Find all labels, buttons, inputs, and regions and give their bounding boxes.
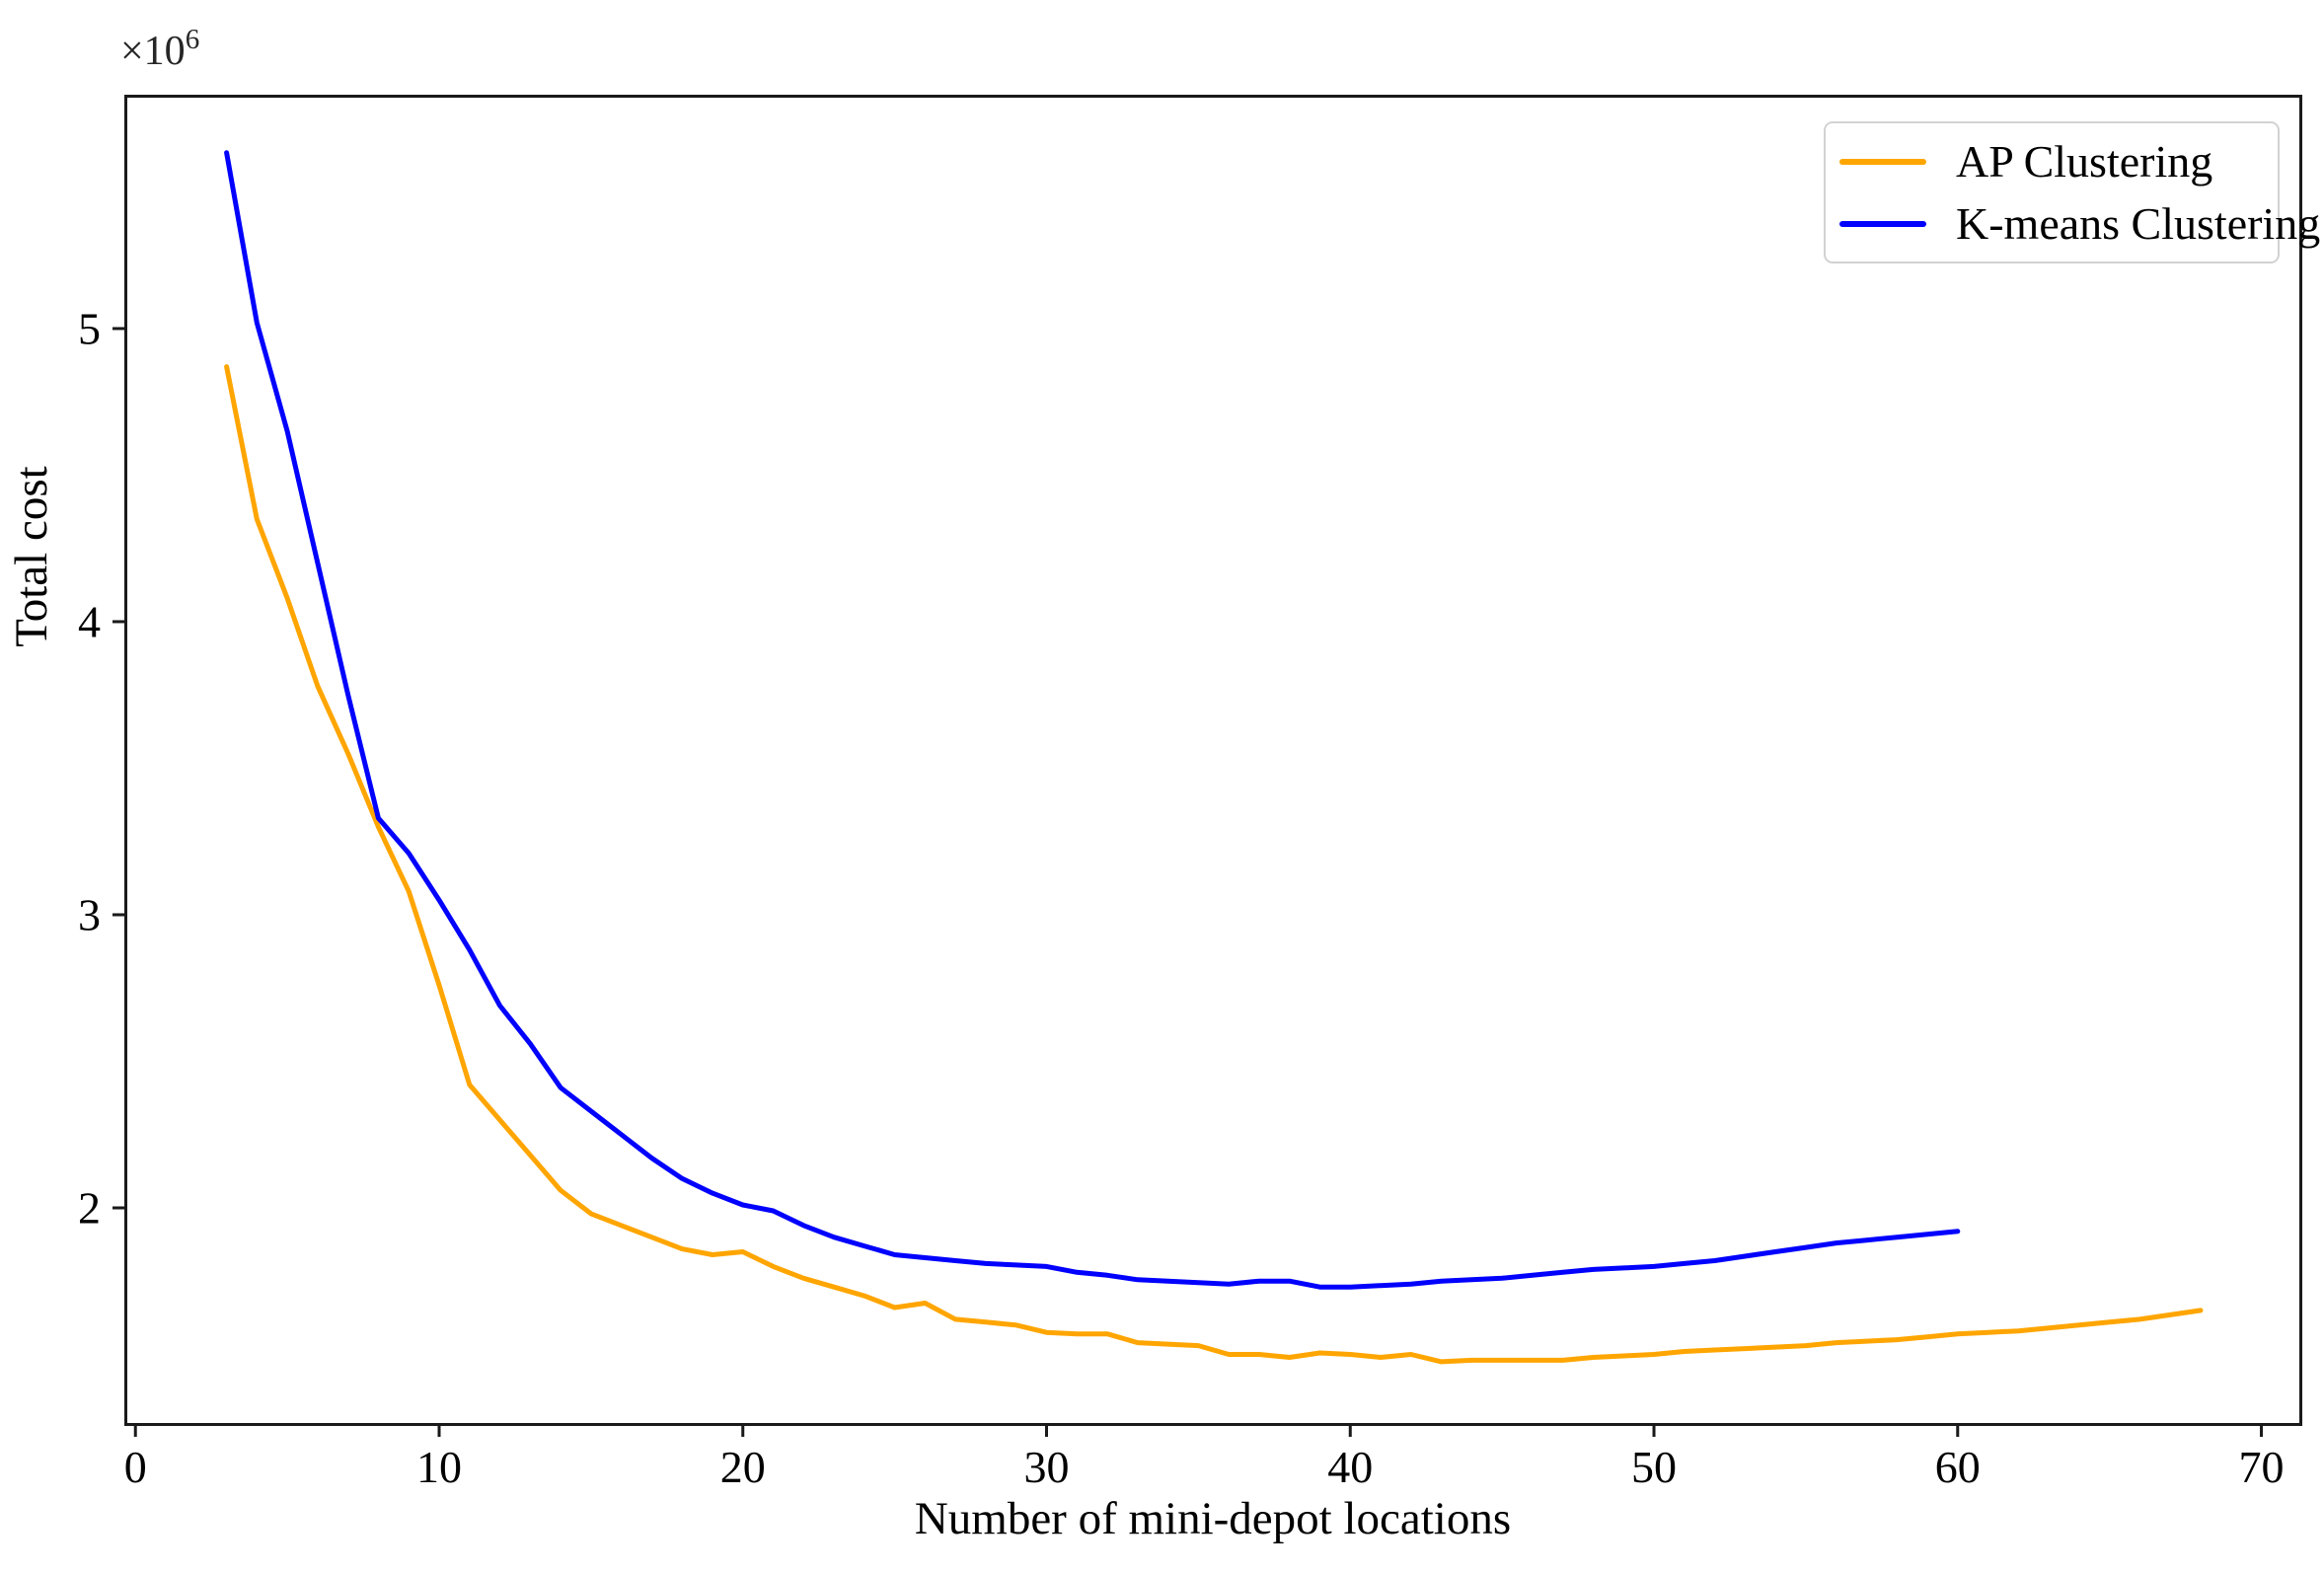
- x-tick-label-0: 0: [123, 1442, 147, 1492]
- y-axis-offset-text: ×106: [120, 24, 199, 75]
- x-tick-label-70: 70: [2238, 1442, 2285, 1492]
- series-line-k-means-clustering: [224, 150, 1961, 1290]
- legend-label-ap: AP Clustering: [1956, 136, 2213, 187]
- x-axis-label: Number of mini-depot locations: [914, 1493, 1512, 1544]
- x-tick-label-60: 60: [1934, 1442, 1981, 1492]
- x-tick-label-40: 40: [1327, 1442, 1374, 1492]
- legend-line-sample-ap: [1839, 158, 1926, 165]
- legend-label-kmeans: K-means Clustering: [1956, 198, 2321, 249]
- legend-line-sample-kmeans: [1839, 220, 1926, 227]
- y-tick-label-2: 2: [78, 1182, 101, 1234]
- x-tick-label-10: 10: [415, 1442, 462, 1492]
- plot-area: [124, 95, 2302, 1426]
- series-line-ap-clustering: [224, 364, 2204, 1365]
- x-tick-label-50: 50: [1631, 1442, 1678, 1492]
- y-tick-label-5: 5: [78, 303, 101, 354]
- offset-base: ×10: [120, 29, 186, 74]
- offset-exponent: 6: [185, 24, 200, 56]
- legend: AP Clustering K-means Clustering: [1824, 121, 2320, 263]
- y-tick-label-3: 3: [78, 889, 101, 940]
- x-tick-label-30: 30: [1023, 1442, 1070, 1492]
- legend-item-ap-clustering: AP Clustering: [1839, 130, 2278, 192]
- y-tick-label-4: 4: [78, 596, 101, 647]
- x-tick-label-20: 20: [719, 1442, 766, 1492]
- legend-item-kmeans-clustering: K-means Clustering: [1839, 192, 2320, 255]
